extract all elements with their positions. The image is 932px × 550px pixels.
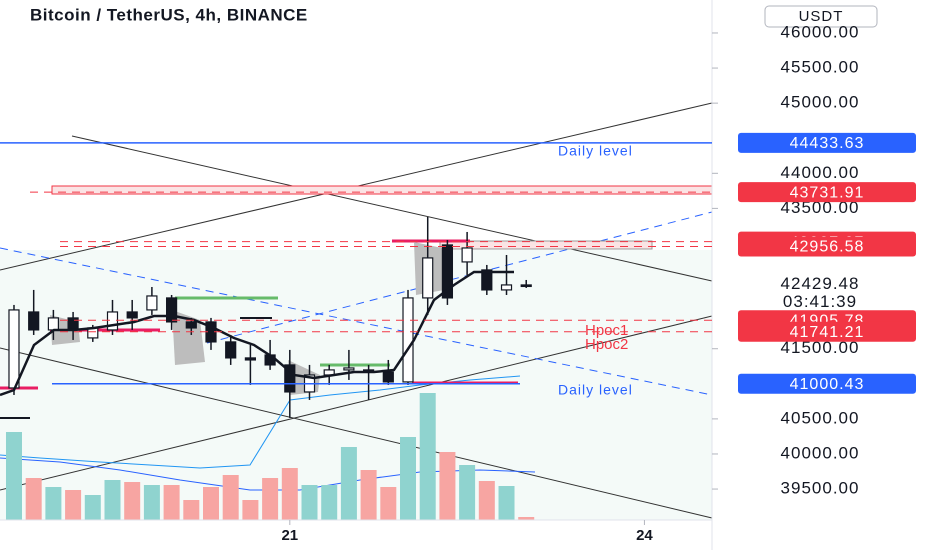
volume-bar: [301, 485, 318, 520]
x-tick-label: 24: [636, 527, 653, 544]
y-tick-label: 43500.00: [781, 198, 860, 217]
y-tick-label: 45000.00: [781, 93, 860, 112]
chart-title: Bitcoin / TetherUS, 4h, BINANCE: [30, 5, 308, 24]
volume-bar: [45, 487, 62, 520]
price-badge: [738, 373, 916, 394]
candle-body: [441, 244, 454, 299]
candle-body: [165, 297, 178, 323]
annotation: Hpoc1: [585, 322, 628, 339]
y-tick-label: 40000.00: [781, 443, 860, 462]
trend-line: [71, 135, 713, 282]
volume-bar: [281, 468, 298, 520]
candle-body: [500, 284, 513, 291]
volume-bar: [439, 452, 456, 520]
candle-body: [422, 257, 434, 299]
annotation: Hpoc2: [585, 336, 628, 353]
y-tick-label: 45500.00: [781, 58, 860, 77]
volume-bar: [360, 470, 377, 520]
volume-bar: [202, 487, 219, 520]
zone: [51, 185, 713, 195]
currency: USDT: [799, 8, 844, 25]
price-badge-label: 44433.63: [790, 135, 865, 152]
volume-bar: [124, 482, 141, 520]
volume-bar: [498, 486, 515, 520]
candle-body: [461, 247, 473, 263]
volume-bar: [143, 485, 160, 520]
candle-body: [67, 317, 79, 331]
candle-body: [382, 371, 394, 383]
volume-bar: [104, 480, 121, 520]
volume-bar: [518, 517, 535, 520]
candle-body: [8, 309, 20, 389]
price-badge-label: 42956.58: [790, 239, 865, 256]
last-price-badge: [738, 272, 916, 313]
volume-bar: [5, 432, 22, 520]
zone: [439, 240, 653, 250]
volume-bar: [222, 475, 239, 520]
volume-bar: [163, 485, 180, 520]
candle-body: [225, 341, 237, 359]
candle-body: [185, 321, 197, 329]
volume-bar: [262, 478, 279, 520]
volume-bar: [340, 447, 357, 520]
volume-bar: [419, 393, 436, 520]
currency-box: [764, 5, 878, 28]
candle-body: [481, 269, 493, 291]
price-badge-label: 41741.21: [790, 324, 865, 341]
volume: [5, 393, 535, 520]
candle-body: [146, 295, 158, 311]
last-price: 42429.48: [781, 274, 860, 293]
candle-body: [28, 311, 40, 331]
y-tick-label: 46000.00: [781, 22, 860, 41]
volume-bar: [183, 500, 200, 520]
price-badge-label: 43731.91: [790, 184, 865, 201]
price-badge-label: 41000.43: [790, 376, 865, 393]
candle-body: [106, 311, 119, 331]
candle-body: [402, 297, 414, 383]
candle-body: [47, 317, 59, 331]
price-badge: [738, 236, 916, 257]
y-tick-label: 40500.00: [781, 408, 860, 427]
y-tick-label: 44000.00: [781, 163, 860, 182]
y-tick-label: 41500.00: [781, 338, 860, 357]
candle-body: [126, 311, 138, 319]
countdown: 03:41:39: [783, 292, 857, 311]
volume-bar: [242, 500, 259, 520]
price-badge: [738, 321, 916, 342]
candle-body: [520, 284, 532, 288]
trend-line: [179, 211, 713, 351]
annotation: Daily level: [558, 382, 633, 398]
trend-line: [0, 247, 713, 396]
x-tick-label: 21: [281, 527, 298, 544]
volume-bar: [25, 478, 42, 520]
volume-bar: [459, 465, 476, 520]
candle-body: [284, 364, 296, 393]
volume-bar: [65, 490, 82, 520]
volume-bar: [84, 495, 101, 520]
volume-bar: [478, 481, 495, 520]
candle-body: [244, 357, 257, 361]
candle-body: [343, 367, 355, 371]
y-tick-label: 39500.00: [781, 479, 860, 498]
volume-bar: [321, 485, 338, 520]
price-badge: [738, 182, 916, 203]
ema-line: [0, 270, 514, 397]
trend-line: [0, 315, 713, 491]
trend-line: [0, 347, 713, 519]
volume-bar: [380, 487, 397, 520]
price-badge: [738, 132, 916, 153]
volume-bar: [400, 437, 417, 520]
annotation: Daily level: [558, 143, 633, 159]
